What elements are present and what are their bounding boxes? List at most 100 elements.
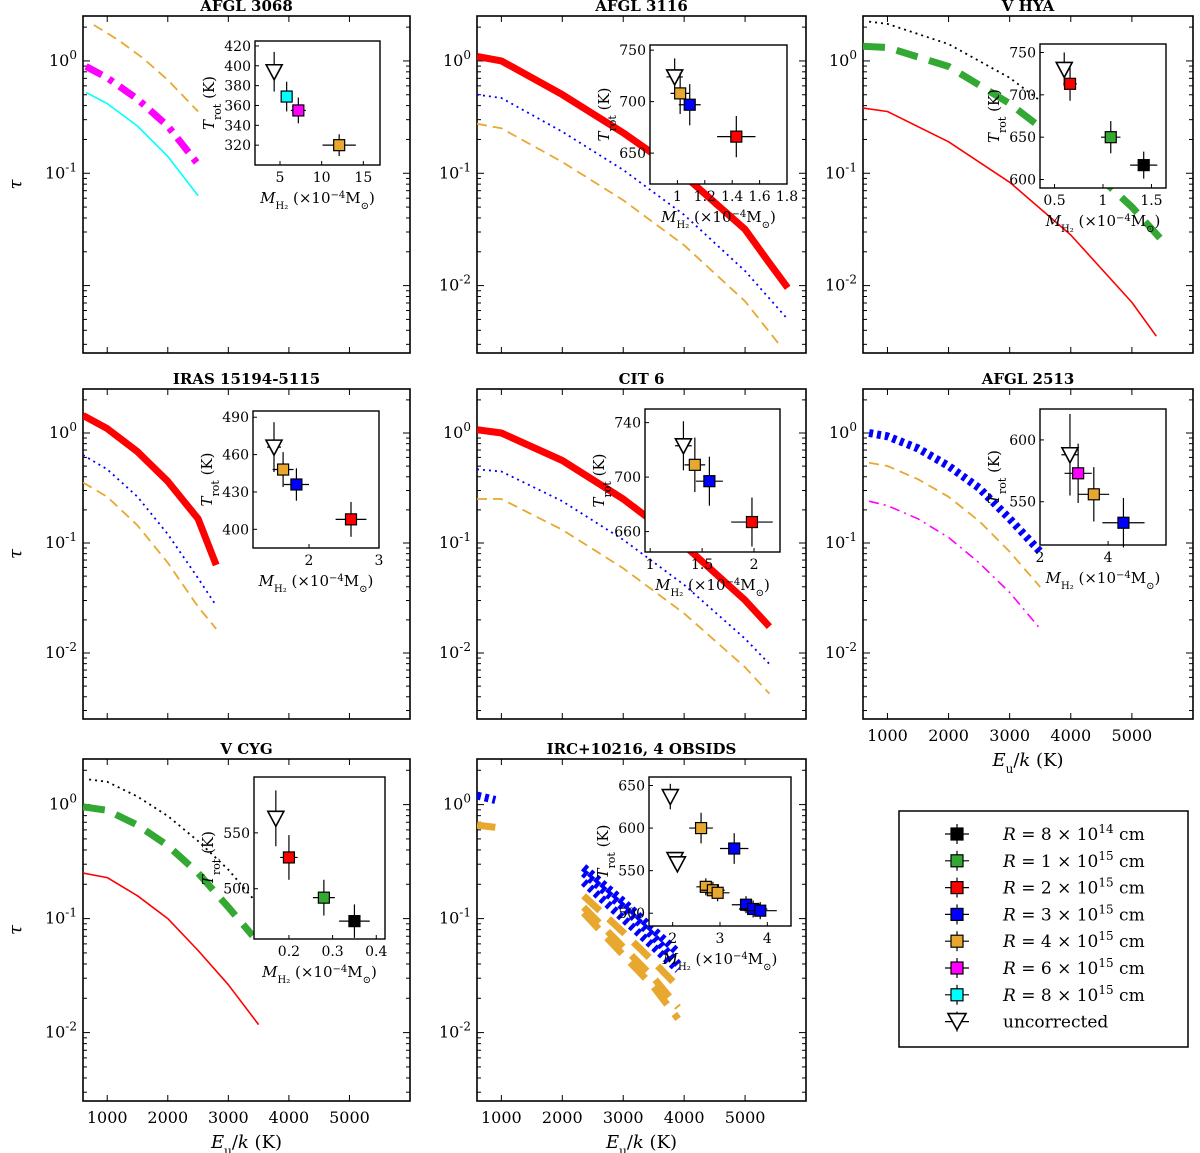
series-R4e15-3-2 bbox=[83, 481, 217, 630]
inset-x-tick-label-5: 4 bbox=[1104, 550, 1113, 566]
panel-title-4: CIT 6 bbox=[619, 370, 665, 388]
legend-marker-uncorr bbox=[946, 1012, 968, 1032]
series-R2e15-4-0 bbox=[477, 426, 772, 629]
inset-x-tick-label-4: 2 bbox=[750, 557, 759, 573]
inset-point-uncorrected-6-0 bbox=[266, 810, 286, 829]
y-tick-label-0: 10-1 bbox=[45, 160, 77, 182]
inset-point-R3e15-1-2 bbox=[683, 98, 696, 111]
inset-y-tick-label-6: 500 bbox=[223, 882, 250, 898]
inset-y-label-0: Trot (K) bbox=[200, 76, 224, 130]
panel-title-2: V HYA bbox=[1001, 0, 1055, 15]
inset-point-R2e15-6-1 bbox=[282, 851, 296, 864]
inset-y-tick-label-7: 550 bbox=[618, 864, 645, 880]
series-R4e15-7-7 bbox=[581, 910, 681, 1022]
inset-y-tick-label-1: 700 bbox=[619, 95, 646, 111]
inset-6 bbox=[253, 776, 386, 940]
y-axis-label-3: τ bbox=[5, 548, 26, 559]
series-R2e15-2-2 bbox=[863, 107, 1157, 337]
inset-y-tick-label-7: 600 bbox=[618, 821, 645, 837]
inset-x-tick-label-2: 1.5 bbox=[1140, 193, 1162, 209]
inset-y-tick-label-1: 650 bbox=[619, 146, 646, 162]
x-tick-label-6: 1000 bbox=[87, 1108, 128, 1127]
series-R4e15-1-2 bbox=[477, 122, 783, 348]
inset-x-label-2: MH₂ (×10−4M⊙) bbox=[1045, 212, 1161, 235]
inset-point-R2e15-2-1 bbox=[1063, 77, 1077, 90]
y-tick-label-3: 10-1 bbox=[45, 530, 77, 552]
inset-point-R1e15-2-2 bbox=[1104, 131, 1117, 144]
y-tick-label-2: 10-2 bbox=[825, 273, 857, 295]
x-tick-label-7: 1000 bbox=[481, 1108, 522, 1127]
inset-0 bbox=[254, 40, 381, 166]
legend-marker-R2e15 bbox=[950, 880, 964, 895]
inset-y-tick-label-4: 660 bbox=[614, 525, 641, 541]
x-tick-label-5: 2000 bbox=[928, 726, 969, 745]
y-tick-label-7: 10-1 bbox=[439, 906, 471, 928]
y-tick-label-5: 100 bbox=[829, 420, 857, 442]
legend-label-uncorr: uncorrected bbox=[1003, 1013, 1108, 1033]
legend-label-R4e15: R = 4 × 1015 cm bbox=[1002, 929, 1145, 952]
series-R6e15-5-2 bbox=[868, 500, 1041, 630]
inset-point-R2e15-1-3 bbox=[730, 130, 743, 143]
x-tick-label-5: 5000 bbox=[1112, 726, 1153, 745]
inset-point-R6e15-5-1 bbox=[1072, 467, 1085, 480]
inset-x-label-1: MH₂ (×10−4M⊙) bbox=[660, 208, 776, 231]
inset-y-label-3: Trot (K) bbox=[198, 452, 222, 506]
inset-x-tick-label-1: 1.4 bbox=[721, 189, 743, 205]
x-tick-label-7: 3000 bbox=[603, 1108, 644, 1127]
inset-y-tick-label-6: 550 bbox=[223, 826, 250, 842]
inset-x-tick-label-0: 10 bbox=[313, 170, 331, 186]
series-R4e15-4-2 bbox=[477, 498, 771, 695]
inset-1 bbox=[649, 44, 788, 185]
inset-y-tick-label-4: 700 bbox=[614, 470, 641, 486]
x-tick-label-5: 3000 bbox=[989, 726, 1030, 745]
legend-marker-R4e15 bbox=[950, 934, 964, 948]
x-tick-label-6: 3000 bbox=[208, 1108, 249, 1127]
series-R3e15-7-1 bbox=[580, 864, 681, 956]
series-R4e15-7-6 bbox=[581, 904, 681, 1010]
legend-marker-R8e15 bbox=[950, 988, 964, 1002]
series-R1e15-6-1 bbox=[83, 803, 256, 938]
y-tick-label-7: 100 bbox=[443, 792, 471, 814]
x-axis-label-7: Eu/k (K) bbox=[605, 1132, 677, 1153]
inset-point-R3e15-3-2 bbox=[290, 478, 303, 491]
legend-label-R3e15: R = 3 × 1015 cm bbox=[1002, 902, 1145, 925]
inset-y-tick-label-0: 400 bbox=[224, 59, 251, 75]
legend-label-R8e15: R = 8 × 1015 cm bbox=[1002, 983, 1145, 1006]
inset-point-R6e15-0-2 bbox=[292, 104, 305, 117]
series-R3e15-7-0 bbox=[477, 791, 497, 804]
inset-x-tick-label-7: 4 bbox=[763, 931, 772, 947]
y-tick-label-4: 10-2 bbox=[439, 640, 471, 662]
y-tick-label-7: 10-2 bbox=[439, 1020, 471, 1042]
inset-point-R3e15-7-10 bbox=[754, 904, 767, 917]
inset-point-R1e15-6-2 bbox=[317, 891, 330, 904]
panel-title-1: AFGL 3116 bbox=[594, 0, 688, 15]
inset-y-tick-label-0: 380 bbox=[224, 79, 251, 95]
panel-title-6: V CYG bbox=[219, 740, 272, 758]
inset-point-R4e15-5-2 bbox=[1087, 488, 1100, 501]
inset-point-R2e15-4-3 bbox=[745, 515, 759, 529]
inset-x-tick-label-1: 1.8 bbox=[776, 189, 798, 205]
inset-x-tick-label-4: 1 bbox=[646, 557, 655, 573]
x-axis-label-6: Eu/k (K) bbox=[210, 1132, 282, 1153]
inset-x-label-6: MH₂ (×10−4M⊙) bbox=[261, 963, 377, 986]
inset-y-tick-label-4: 740 bbox=[614, 416, 641, 432]
inset-y-tick-label-2: 600 bbox=[1009, 173, 1036, 189]
inset-x-tick-label-1: 1 bbox=[673, 189, 682, 205]
inset-y-tick-label-2: 750 bbox=[1009, 45, 1036, 61]
inset-y-label-7: Trot (K) bbox=[594, 824, 618, 878]
inset-y-tick-label-3: 400 bbox=[222, 522, 249, 538]
inset-point-uncorrected-2-0 bbox=[1054, 61, 1074, 80]
inset-x-tick-label-4: 1.5 bbox=[691, 557, 713, 573]
inset-x-tick-label-0: 5 bbox=[276, 170, 285, 186]
inset-point-R4e15-1-1 bbox=[674, 87, 687, 100]
inset-x-tick-label-7: 2 bbox=[668, 931, 677, 947]
y-tick-label-5: 10-1 bbox=[825, 530, 857, 552]
inset-point-R8e15-0-1 bbox=[280, 90, 293, 103]
inset-y-tick-label-0: 360 bbox=[224, 98, 251, 114]
inset-point-R4e15-7-3 bbox=[694, 821, 708, 835]
inset-point-R3e15-4-2 bbox=[703, 475, 716, 488]
inset-y-tick-label-0: 320 bbox=[224, 138, 251, 154]
series-R3e15-7-2 bbox=[580, 879, 681, 973]
x-tick-label-5: 1000 bbox=[867, 726, 908, 745]
inset-point-uncorrected-5-0 bbox=[1060, 446, 1080, 465]
